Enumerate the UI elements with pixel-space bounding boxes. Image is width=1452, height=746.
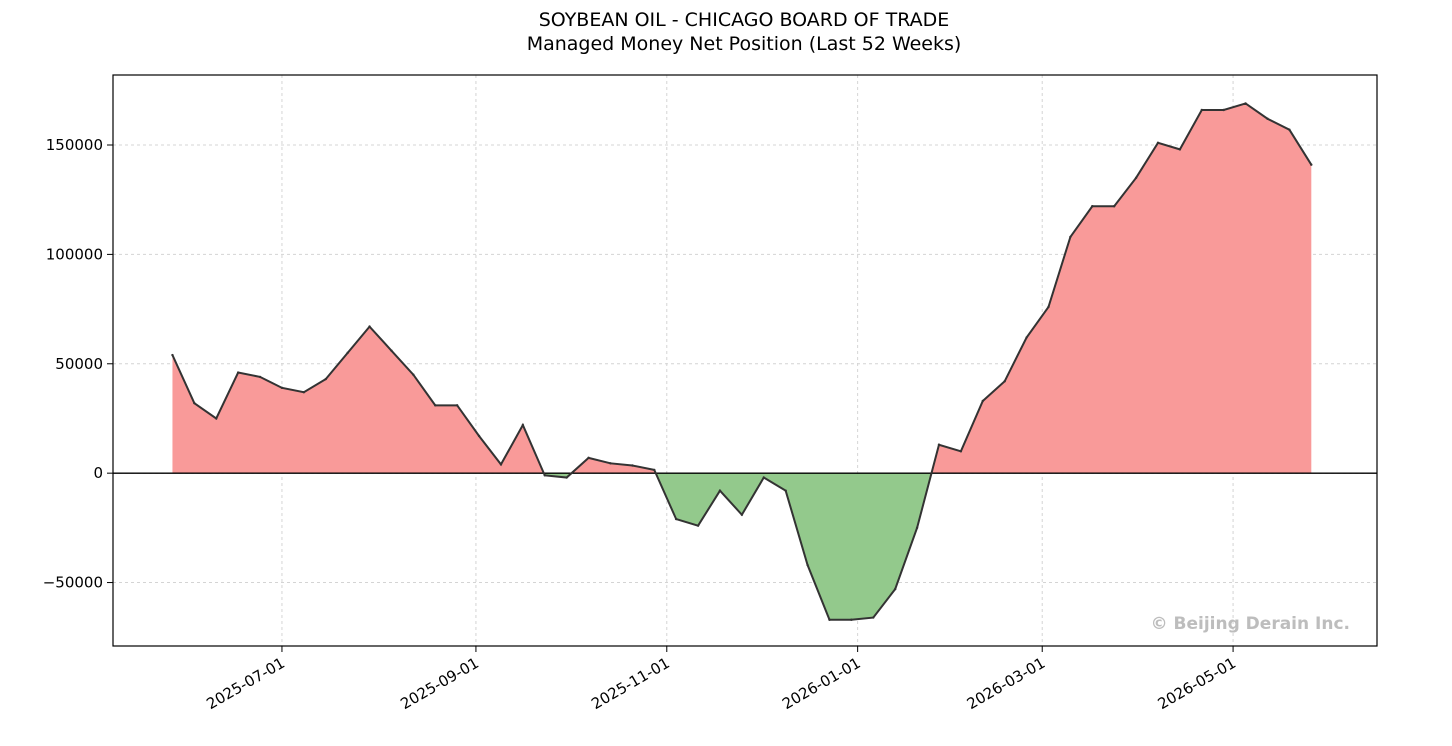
data-point-2025-12-16 (806, 563, 809, 567)
data-point-2026-03-03 (1047, 305, 1050, 309)
data-point-2026-01-06 (872, 616, 875, 619)
data-point-2025-08-26 (455, 404, 459, 407)
positive-area (172, 326, 544, 474)
data-point-2025-11-11 (696, 524, 700, 527)
positive-area (571, 457, 656, 474)
data-point-2025-07-08 (302, 391, 306, 394)
data-point-2025-07-01 (280, 386, 284, 390)
y-tick-label: 100000 (46, 245, 103, 263)
data-point-2026-04-21 (1200, 108, 1203, 112)
data-point-2026-01-13 (893, 587, 897, 591)
data-point-2025-11-18 (718, 489, 722, 492)
data-point-2025-12-30 (850, 618, 853, 621)
data-point-2025-12-23 (828, 618, 831, 621)
data-point-2025-10-28 (653, 468, 656, 472)
chart-title: SOYBEAN OIL - CHICAGO BOARD OF TRADE (539, 9, 950, 31)
data-point-2026-05-19 (1288, 128, 1291, 131)
data-point-2025-09-23 (543, 474, 546, 477)
data-point-2026-01-27 (937, 443, 941, 446)
data-point-2025-12-02 (762, 476, 765, 479)
chart-subtitle: Managed Money Net Position (Last 52 Week… (527, 33, 962, 55)
data-point-2025-10-14 (609, 462, 612, 465)
data-point-2026-02-10 (981, 399, 984, 403)
x-tick-label: 2025-09-01 (397, 654, 482, 713)
data-point-2026-04-14 (1178, 148, 1182, 151)
data-point-2025-06-17 (236, 371, 240, 374)
x-tick-label: 2026-05-01 (1155, 654, 1240, 713)
x-tick-label: 2025-11-01 (588, 654, 673, 713)
data-point-2026-02-03 (959, 450, 963, 453)
data-point-2025-06-24 (258, 375, 262, 379)
data-point-2026-04-28 (1222, 108, 1225, 112)
data-point-2026-03-10 (1069, 235, 1072, 239)
data-point-2026-03-24 (1112, 205, 1116, 208)
data-point-2026-03-31 (1134, 176, 1138, 180)
data-point-2025-06-03 (193, 401, 196, 405)
x-axis: 2025-07-01 2025-09-01 2025-11-01 2026-01-01… (203, 646, 1239, 713)
data-point-2026-05-05 (1244, 102, 1247, 105)
y-tick-label: 0 (93, 464, 103, 482)
y-tick-label: 50000 (55, 355, 103, 373)
filled-areas (172, 103, 1312, 620)
data-point-2026-03-17 (1091, 205, 1094, 208)
data-point-2025-07-22 (346, 351, 349, 355)
data-point-2025-08-19 (434, 404, 437, 407)
y-tick-label: −50000 (43, 574, 103, 592)
data-point-2026-05-26 (1310, 163, 1313, 166)
x-tick-label: 2026-01-01 (779, 654, 864, 713)
data-point-2025-08-12 (412, 373, 415, 376)
data-points (171, 102, 1313, 621)
data-point-2025-08-05 (390, 349, 393, 352)
y-axis: −50000 0 50000 100000 150000 (43, 136, 113, 592)
data-point-2026-02-24 (1025, 336, 1028, 339)
data-point-2025-11-25 (740, 513, 744, 516)
data-point-2025-06-10 (215, 417, 218, 420)
data-point-2025-11-04 (674, 517, 678, 521)
data-point-2025-12-09 (784, 489, 787, 492)
data-point-2026-02-17 (1003, 380, 1006, 383)
data-point-2026-01-20 (915, 526, 919, 530)
data-point-2025-09-16 (521, 423, 525, 427)
negative-area (655, 473, 932, 620)
data-point-2026-04-07 (1156, 141, 1160, 145)
data-point-2025-09-09 (499, 463, 503, 466)
plot-frame (112, 74, 1378, 647)
data-point-2026-05-12 (1266, 117, 1269, 120)
x-tick-label: 2025-07-01 (203, 654, 288, 713)
data-point-2025-07-15 (324, 377, 327, 381)
data-point-2025-09-02 (477, 434, 481, 438)
positive-area (931, 103, 1312, 474)
y-tick-label: 150000 (46, 136, 103, 154)
data-point-2025-05-27 (171, 353, 174, 357)
data-point-2025-10-07 (587, 456, 590, 460)
watermark: © Beijing Derain Inc. (1151, 614, 1350, 634)
data-point-2025-07-29 (368, 325, 371, 328)
x-tick-label: 2026-03-01 (964, 654, 1049, 713)
data-point-2025-09-30 (565, 476, 568, 479)
data-point-2025-10-21 (631, 464, 634, 467)
